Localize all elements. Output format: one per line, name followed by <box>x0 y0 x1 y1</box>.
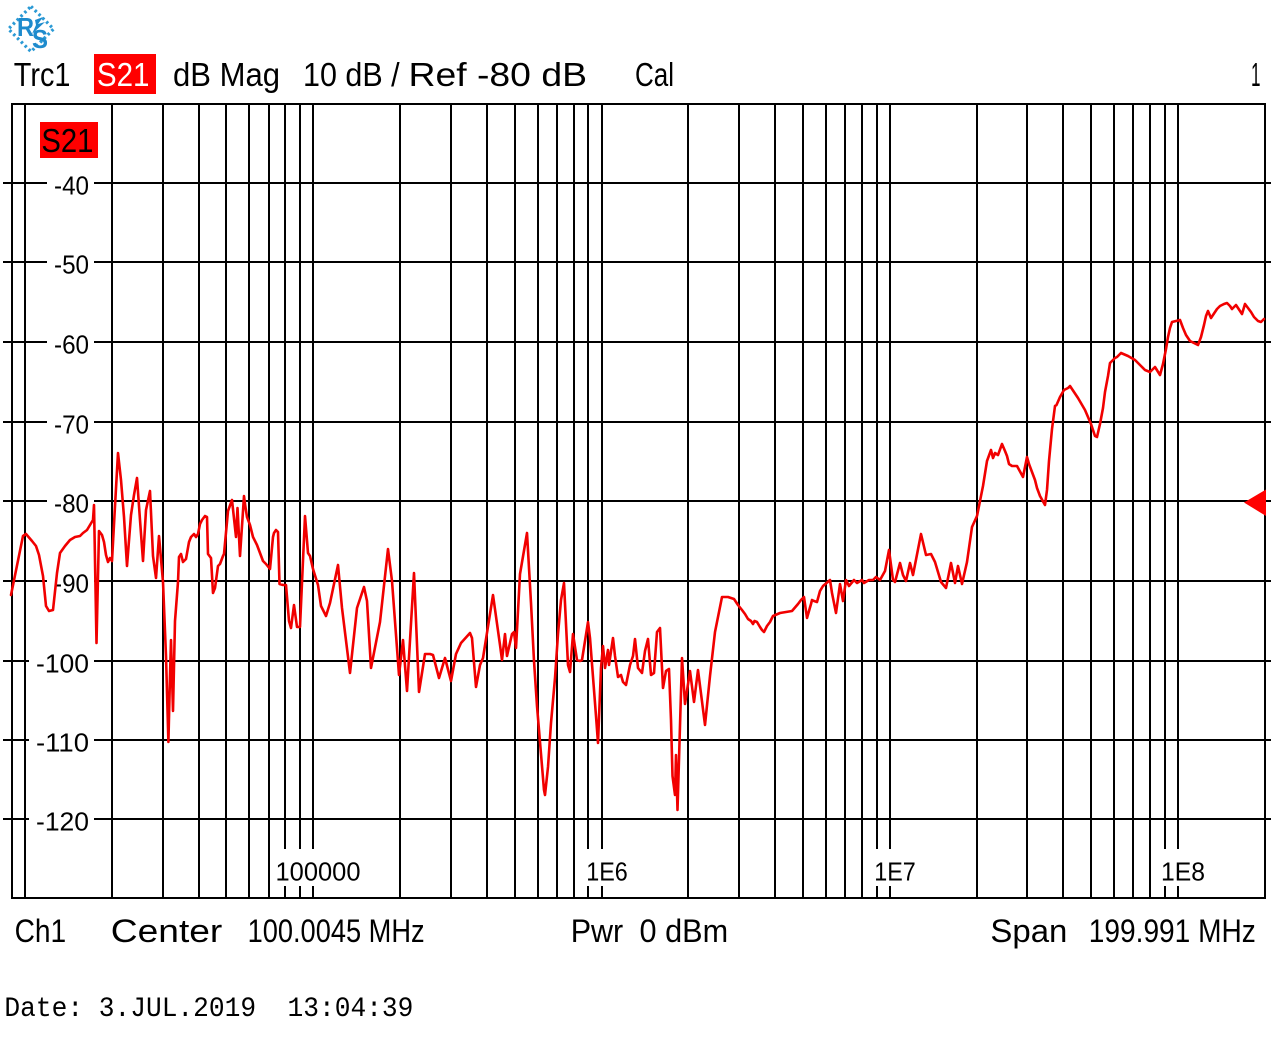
svg-text:1E7: 1E7 <box>874 857 916 887</box>
svg-text:0 dBm: 0 dBm <box>640 913 729 949</box>
svg-text:-40: -40 <box>54 171 89 201</box>
svg-text:-100: -100 <box>36 649 89 679</box>
svg-text:Center: Center <box>111 913 223 949</box>
svg-text:-90: -90 <box>54 569 89 599</box>
svg-text:-120: -120 <box>36 807 89 837</box>
svg-text:100000: 100000 <box>276 857 361 887</box>
svg-text:R: R <box>17 12 34 42</box>
svg-text:Trc1: Trc1 <box>14 56 71 93</box>
svg-text:-110: -110 <box>36 728 89 758</box>
svg-text:S: S <box>32 24 48 54</box>
svg-text:1: 1 <box>1251 56 1261 93</box>
svg-text:dB Mag: dB Mag <box>173 56 280 93</box>
svg-text:1E8: 1E8 <box>1161 857 1205 887</box>
svg-text:Cal: Cal <box>635 56 674 93</box>
svg-text:S21: S21 <box>41 122 93 159</box>
svg-text:100.0045 MHz: 100.0045 MHz <box>248 913 425 949</box>
svg-text:-60: -60 <box>54 330 89 360</box>
svg-text:10 dB /: 10 dB / <box>303 56 400 93</box>
svg-text:Ch1: Ch1 <box>15 913 67 949</box>
svg-text:Pwr: Pwr <box>571 913 624 949</box>
svg-text:Ref -80 dB: Ref -80 dB <box>409 56 588 93</box>
svg-text:-70: -70 <box>54 410 89 440</box>
svg-text:199.991 MHz: 199.991 MHz <box>1089 913 1256 949</box>
svg-text:1E6: 1E6 <box>586 857 628 887</box>
svg-text:-80: -80 <box>54 489 89 519</box>
svg-text:Date: 3.JUL.2019 13:04:39: Date: 3.JUL.2019 13:04:39 <box>4 994 413 1025</box>
svg-text:S21: S21 <box>97 56 150 93</box>
svg-text:-50: -50 <box>54 250 89 280</box>
svg-text:Span: Span <box>990 913 1067 949</box>
